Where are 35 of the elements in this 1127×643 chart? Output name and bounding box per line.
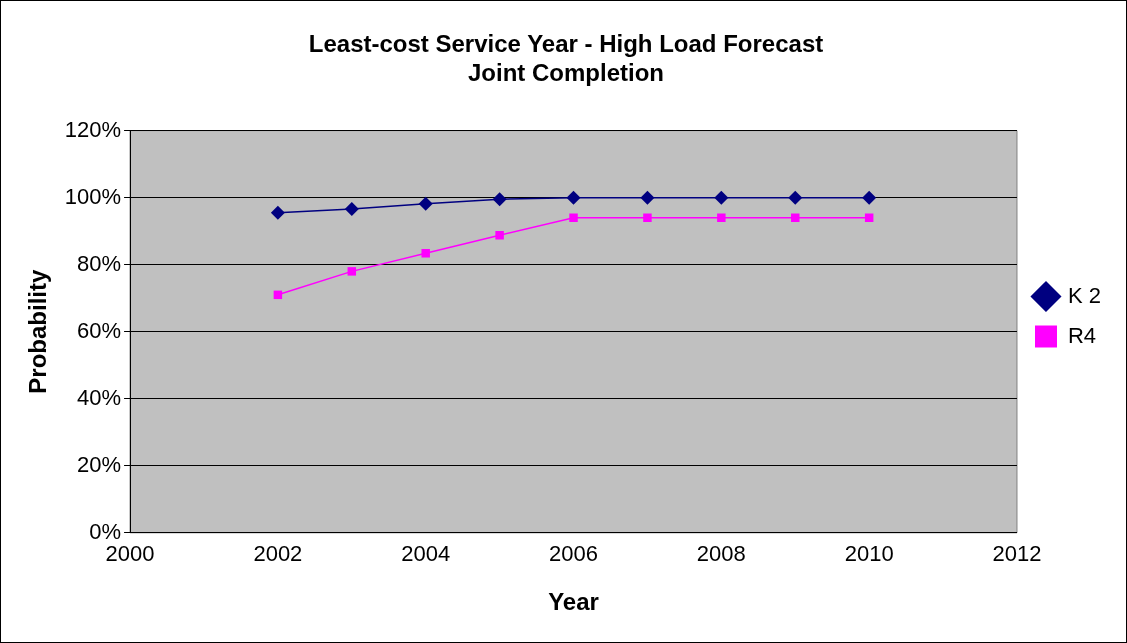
point: [640, 190, 655, 205]
point: [495, 230, 504, 240]
y-tick-label: 120%: [64, 116, 122, 142]
point: [566, 190, 581, 205]
x-tick-label: 2004: [401, 541, 451, 567]
x-tick-label: 2000: [105, 541, 155, 567]
y-tick-label: 60%: [77, 317, 122, 343]
y-tick-label: 0%: [89, 518, 122, 544]
point: [717, 213, 726, 222]
point: [492, 192, 507, 207]
point: [421, 249, 430, 258]
legend-label: K 2: [1067, 282, 1102, 308]
point: [347, 267, 357, 276]
legend-label: R4: [1067, 322, 1097, 348]
point: [270, 205, 285, 220]
x-tick-label: 2010: [844, 541, 894, 567]
y-tick-label: 20%: [77, 451, 122, 477]
y-axis-title: Probability: [24, 269, 52, 394]
point: [714, 190, 729, 205]
point: [418, 196, 433, 211]
x-tick-label: 2002: [253, 541, 303, 567]
y-tick-label: 40%: [77, 384, 122, 410]
text: Least-cost Service Year - High Load Forecast: [308, 30, 824, 58]
x-tick-label: 2006: [549, 541, 598, 567]
point: [344, 202, 359, 217]
point: [862, 190, 877, 205]
x-tick-label: 2008: [696, 541, 746, 567]
y-tick-label: 100%: [64, 183, 122, 209]
y-tick-label: 80%: [77, 250, 122, 276]
text: Joint Completion: [468, 58, 664, 86]
x-axis-title: Year: [548, 588, 599, 616]
x-tick-label: 2012: [992, 541, 1042, 567]
point: [569, 213, 578, 222]
point: [788, 190, 803, 205]
point: [643, 213, 652, 222]
